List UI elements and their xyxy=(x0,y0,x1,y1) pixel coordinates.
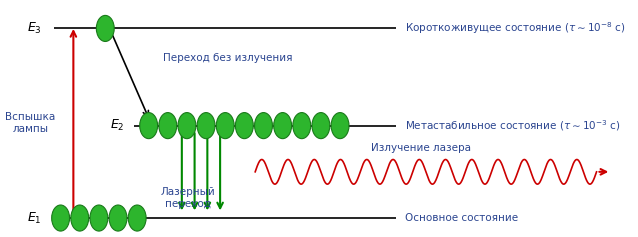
Ellipse shape xyxy=(255,113,272,139)
Ellipse shape xyxy=(52,205,70,231)
Ellipse shape xyxy=(71,205,89,231)
Ellipse shape xyxy=(293,113,311,139)
Ellipse shape xyxy=(140,113,158,139)
Text: Метастабильное состояние ($\tau \sim 10^{-3}$ с): Метастабильное состояние ($\tau \sim 10^… xyxy=(405,118,621,133)
Text: Короткоживущее состояние ($\tau \sim 10^{-8}$ с): Короткоживущее состояние ($\tau \sim 10^… xyxy=(405,21,626,36)
Ellipse shape xyxy=(216,113,234,139)
Ellipse shape xyxy=(96,15,114,41)
Ellipse shape xyxy=(235,113,253,139)
Text: Излучение лазера: Излучение лазера xyxy=(371,143,471,153)
Ellipse shape xyxy=(90,205,108,231)
Text: Основное состояние: Основное состояние xyxy=(405,213,518,223)
Ellipse shape xyxy=(109,205,127,231)
Ellipse shape xyxy=(128,205,146,231)
Ellipse shape xyxy=(197,113,215,139)
Text: Лазерный
переход: Лазерный переход xyxy=(161,187,216,209)
Text: Вспышка
лампы: Вспышка лампы xyxy=(6,112,56,134)
Text: $E_3$: $E_3$ xyxy=(27,21,41,36)
Text: $E_2$: $E_2$ xyxy=(110,118,124,133)
Ellipse shape xyxy=(312,113,330,139)
Ellipse shape xyxy=(331,113,349,139)
Text: $E_1$: $E_1$ xyxy=(27,210,41,226)
Ellipse shape xyxy=(178,113,196,139)
Ellipse shape xyxy=(274,113,292,139)
Text: Переход без излучения: Переход без излучения xyxy=(163,53,292,63)
Ellipse shape xyxy=(159,113,177,139)
